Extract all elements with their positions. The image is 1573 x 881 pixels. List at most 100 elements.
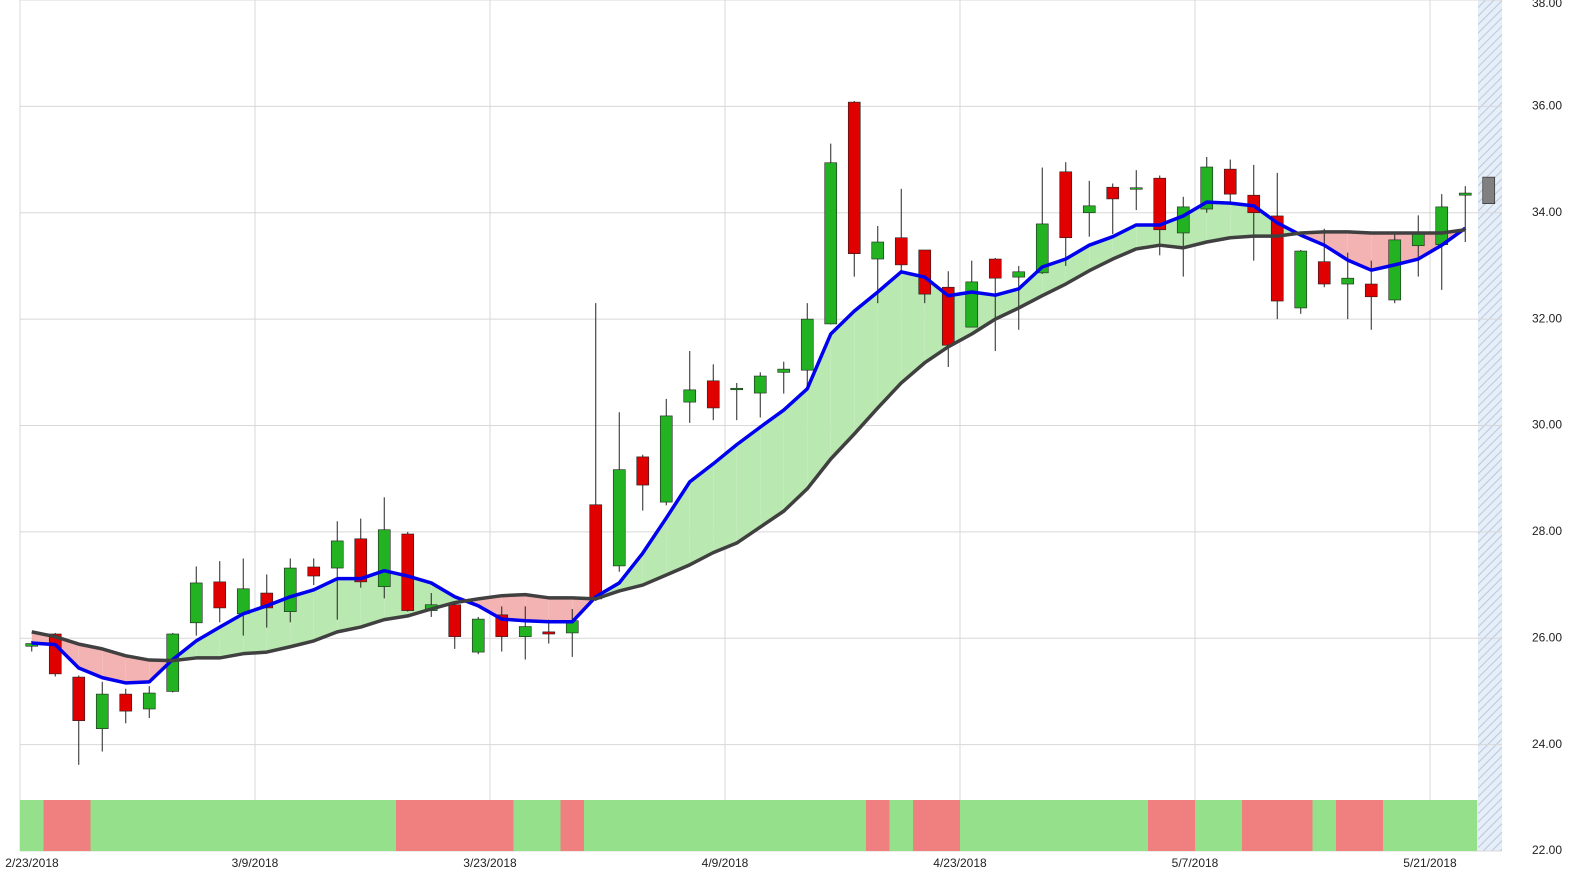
ma-fill: [1324, 231, 1348, 261]
ma-fill: [901, 271, 925, 383]
candle-body: [48, 633, 62, 675]
signal-band: [443, 800, 467, 851]
ma-fill: [1089, 236, 1113, 271]
candle-body: [1458, 192, 1472, 196]
signal-band: [772, 800, 796, 851]
signal-band: [231, 800, 256, 851]
signal-band: [325, 800, 350, 851]
moving-average-line: [31, 200, 1467, 685]
ma-fill: [525, 594, 549, 622]
ma-fill: [243, 605, 267, 654]
signal-band: [90, 800, 115, 851]
ma-fill: [666, 481, 690, 575]
signal-band: [701, 800, 726, 851]
signal-band: [67, 800, 91, 851]
signal-band: [302, 800, 326, 851]
candle-body: [1035, 223, 1049, 274]
x-tick-label: 5/21/2018: [1403, 856, 1457, 870]
candle-body: [988, 258, 1002, 279]
signal-band: [1171, 800, 1196, 851]
candle-body: [1435, 206, 1449, 245]
candle-body: [1106, 186, 1120, 200]
signal-band: [208, 800, 232, 851]
candle-body: [1482, 176, 1496, 205]
y-tick-label: 32.00: [1532, 311, 1562, 325]
signal-band: [114, 800, 138, 851]
candle-body: [847, 101, 861, 255]
x-tick-label: 4/23/2018: [933, 856, 987, 870]
signal-band: [1124, 800, 1149, 851]
x-tick-label: 3/9/2018: [232, 856, 279, 870]
signal-band: [819, 800, 843, 851]
candle-body: [1129, 187, 1143, 190]
ma-fill: [995, 288, 1019, 320]
candle-body: [1364, 283, 1378, 298]
signal-band: [654, 800, 679, 851]
ma-fill: [760, 410, 784, 528]
signal-band: [1359, 800, 1384, 851]
candle-body: [589, 504, 603, 600]
x-tick-label: 3/23/2018: [463, 856, 517, 870]
signal-band: [513, 800, 538, 851]
signal-band: [1242, 800, 1266, 851]
signal-band: [1101, 800, 1125, 851]
candle-body: [236, 588, 250, 615]
x-tick-label: 4/9/2018: [702, 856, 749, 870]
ma-fill: [854, 291, 878, 435]
signal-band: [255, 800, 279, 851]
y-tick-label: 28.00: [1532, 524, 1562, 538]
signal-band: [960, 800, 984, 851]
signal-band: [936, 800, 961, 851]
moving-average-line: [31, 228, 1466, 663]
candle-body: [1341, 277, 1355, 285]
candle-body: [166, 633, 180, 692]
candle-body: [1317, 261, 1331, 285]
ma-fill: [313, 578, 338, 641]
candle-body: [401, 533, 415, 611]
signal-band: [748, 800, 773, 851]
signal-band: [866, 800, 890, 851]
y-tick-label: 30.00: [1532, 418, 1562, 432]
candle-body: [753, 375, 767, 394]
ma-fill: [783, 388, 808, 512]
signal-band: [1430, 800, 1454, 851]
signal-band: [419, 800, 444, 851]
candle-body: [1200, 166, 1214, 210]
candle-body: [1012, 271, 1026, 278]
signal-band: [349, 800, 373, 851]
signal-band: [1289, 800, 1313, 851]
candle-body: [542, 631, 556, 635]
y-tick-label: 26.00: [1532, 630, 1562, 644]
signal-band: [1218, 800, 1243, 851]
signal-band: [795, 800, 820, 851]
candle-body: [965, 281, 979, 328]
signal-band: [725, 800, 749, 851]
ma-fill: [478, 595, 502, 620]
signal-band: [560, 800, 585, 851]
candle-body: [706, 380, 720, 409]
y-tick-label: 36.00: [1532, 99, 1562, 113]
signal-band: [184, 800, 209, 851]
candle-body: [918, 249, 932, 295]
signal-band: [913, 800, 937, 851]
signal-band: [1007, 800, 1031, 851]
signal-band: [1077, 800, 1102, 851]
signal-band: [396, 800, 420, 851]
candle-body: [1388, 239, 1402, 301]
ma-fill: [125, 655, 150, 683]
candle-body: [1082, 205, 1096, 214]
signal-band: [584, 800, 608, 851]
candle-body: [518, 626, 532, 637]
ma-fill: [1206, 202, 1231, 243]
candle-body: [283, 567, 297, 612]
candle-body: [307, 566, 321, 577]
y-tick-label: 38.00: [1532, 0, 1562, 10]
signal-band: [466, 800, 491, 851]
candle-body: [1411, 232, 1425, 247]
ma-fill: [548, 597, 573, 622]
ma-fill: [1347, 231, 1372, 271]
y-tick-label: 22.00: [1532, 843, 1562, 857]
y-tick-label: 24.00: [1532, 737, 1562, 751]
ma-fill: [642, 518, 667, 586]
